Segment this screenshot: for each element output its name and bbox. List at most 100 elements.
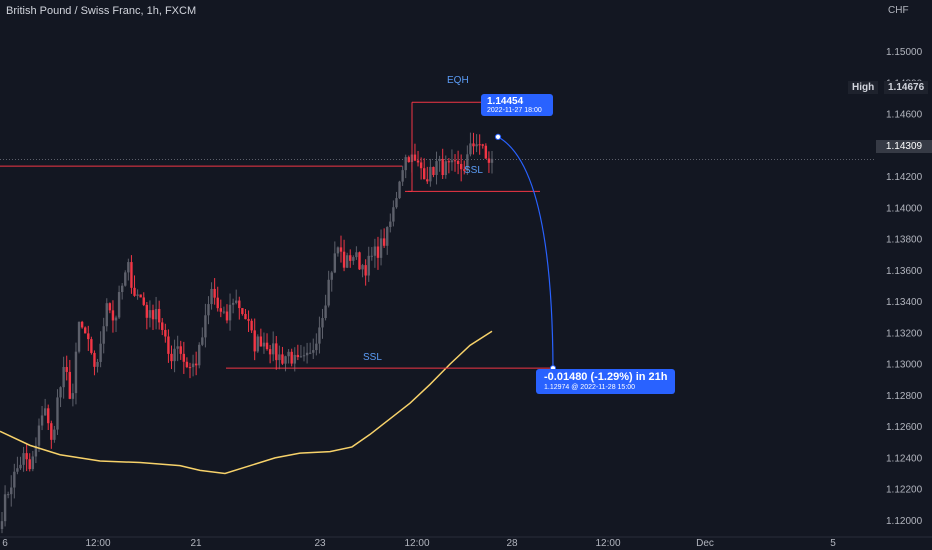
candle-body xyxy=(404,157,407,171)
candle-body xyxy=(355,252,358,258)
candle-body xyxy=(287,351,290,357)
candle-body xyxy=(438,158,441,162)
candle-body xyxy=(222,311,226,313)
candle-body xyxy=(216,297,219,309)
x-tick-label: 12:00 xyxy=(85,538,110,549)
candle-body xyxy=(50,423,53,440)
candle-body xyxy=(441,158,444,176)
candle-body xyxy=(53,429,56,440)
candle-body xyxy=(259,336,263,347)
candle-body xyxy=(395,198,398,208)
candle-body xyxy=(419,162,423,169)
candle-body xyxy=(154,308,158,320)
candle-body xyxy=(296,354,300,358)
candle-body xyxy=(16,468,19,472)
candle-body xyxy=(62,367,65,388)
high-value: 1.14676 xyxy=(884,81,929,94)
candle-body xyxy=(34,445,38,457)
candle-body xyxy=(386,227,389,246)
candle-body xyxy=(423,168,426,180)
candle-body xyxy=(139,294,142,298)
x-tick-label: 12:00 xyxy=(404,538,429,549)
candle-body xyxy=(450,160,454,163)
candle-body xyxy=(271,343,275,355)
candle-body xyxy=(120,285,124,293)
candle-body xyxy=(231,302,235,305)
y-tick-label: 1.13000 xyxy=(886,360,923,371)
candle-body xyxy=(262,342,266,347)
candle-body xyxy=(321,318,324,328)
candle-body xyxy=(253,330,256,352)
candle-body xyxy=(228,304,232,321)
candle-body xyxy=(185,361,189,368)
currency-label: CHF xyxy=(888,5,909,16)
candle-body xyxy=(487,158,491,163)
candle-body xyxy=(124,272,127,286)
candle-body xyxy=(265,342,269,350)
candle-body xyxy=(191,363,195,368)
candle-body xyxy=(308,352,312,354)
candle-body xyxy=(173,348,176,362)
start-price-date: 2022-11-27 18:00 xyxy=(487,107,542,114)
candle-body xyxy=(342,251,346,268)
candle-body xyxy=(463,169,466,171)
candle-body xyxy=(469,143,472,155)
candle-body xyxy=(382,238,386,246)
candle-body xyxy=(312,350,315,353)
y-tick-label: 1.14000 xyxy=(886,203,923,214)
candle-body xyxy=(290,351,293,364)
high-label: High xyxy=(848,81,879,94)
candle-body xyxy=(56,397,59,430)
candle-body xyxy=(87,333,90,340)
candle-body xyxy=(364,265,367,276)
candle-body xyxy=(250,320,253,331)
candle-body xyxy=(278,354,281,361)
y-tick-label: 1.12600 xyxy=(886,422,923,433)
candle-body xyxy=(133,287,136,296)
candle-body xyxy=(426,179,429,182)
x-tick-label: 6 xyxy=(2,538,8,549)
ssl-lower-label: SSL xyxy=(363,352,382,363)
candle-body xyxy=(213,288,216,298)
candle-body xyxy=(151,310,155,320)
candle-body xyxy=(179,346,182,354)
x-tick-label: 21 xyxy=(190,538,202,549)
candle-body xyxy=(484,145,488,159)
candle-body xyxy=(490,158,494,163)
candle-body xyxy=(6,494,10,496)
candle-body xyxy=(136,294,139,296)
candle-body xyxy=(194,363,198,366)
candle-body xyxy=(389,221,392,228)
candle-body xyxy=(176,346,179,349)
candle-body xyxy=(407,157,410,163)
candle-body xyxy=(77,321,81,352)
candle-body xyxy=(336,247,340,254)
candle-body xyxy=(324,305,327,319)
candle-body xyxy=(10,487,13,495)
candle-body xyxy=(466,154,469,171)
candle-body xyxy=(19,464,22,469)
candle-body xyxy=(225,311,229,321)
current-price-tag: 1.14309 xyxy=(876,140,932,153)
y-tick-label: 1.12400 xyxy=(886,453,923,464)
candle-body xyxy=(59,387,62,398)
candle-body xyxy=(413,154,417,161)
candle-body xyxy=(47,408,50,424)
y-tick-label: 1.15000 xyxy=(886,47,923,58)
candle-body xyxy=(416,160,420,163)
candle-body xyxy=(93,352,96,367)
x-tick-label: 12:00 xyxy=(595,538,620,549)
x-tick-label: 23 xyxy=(314,538,326,549)
x-tick-label: 5 xyxy=(830,538,836,549)
candle-body xyxy=(475,144,478,147)
candle-body xyxy=(478,144,481,146)
candle-body xyxy=(456,160,460,164)
candle-body xyxy=(370,255,374,257)
candle-body xyxy=(145,304,149,318)
candle-body xyxy=(43,408,47,416)
candle-body xyxy=(392,207,395,222)
candle-body xyxy=(40,415,44,426)
candle-body xyxy=(327,279,330,306)
candle-body xyxy=(345,255,349,268)
